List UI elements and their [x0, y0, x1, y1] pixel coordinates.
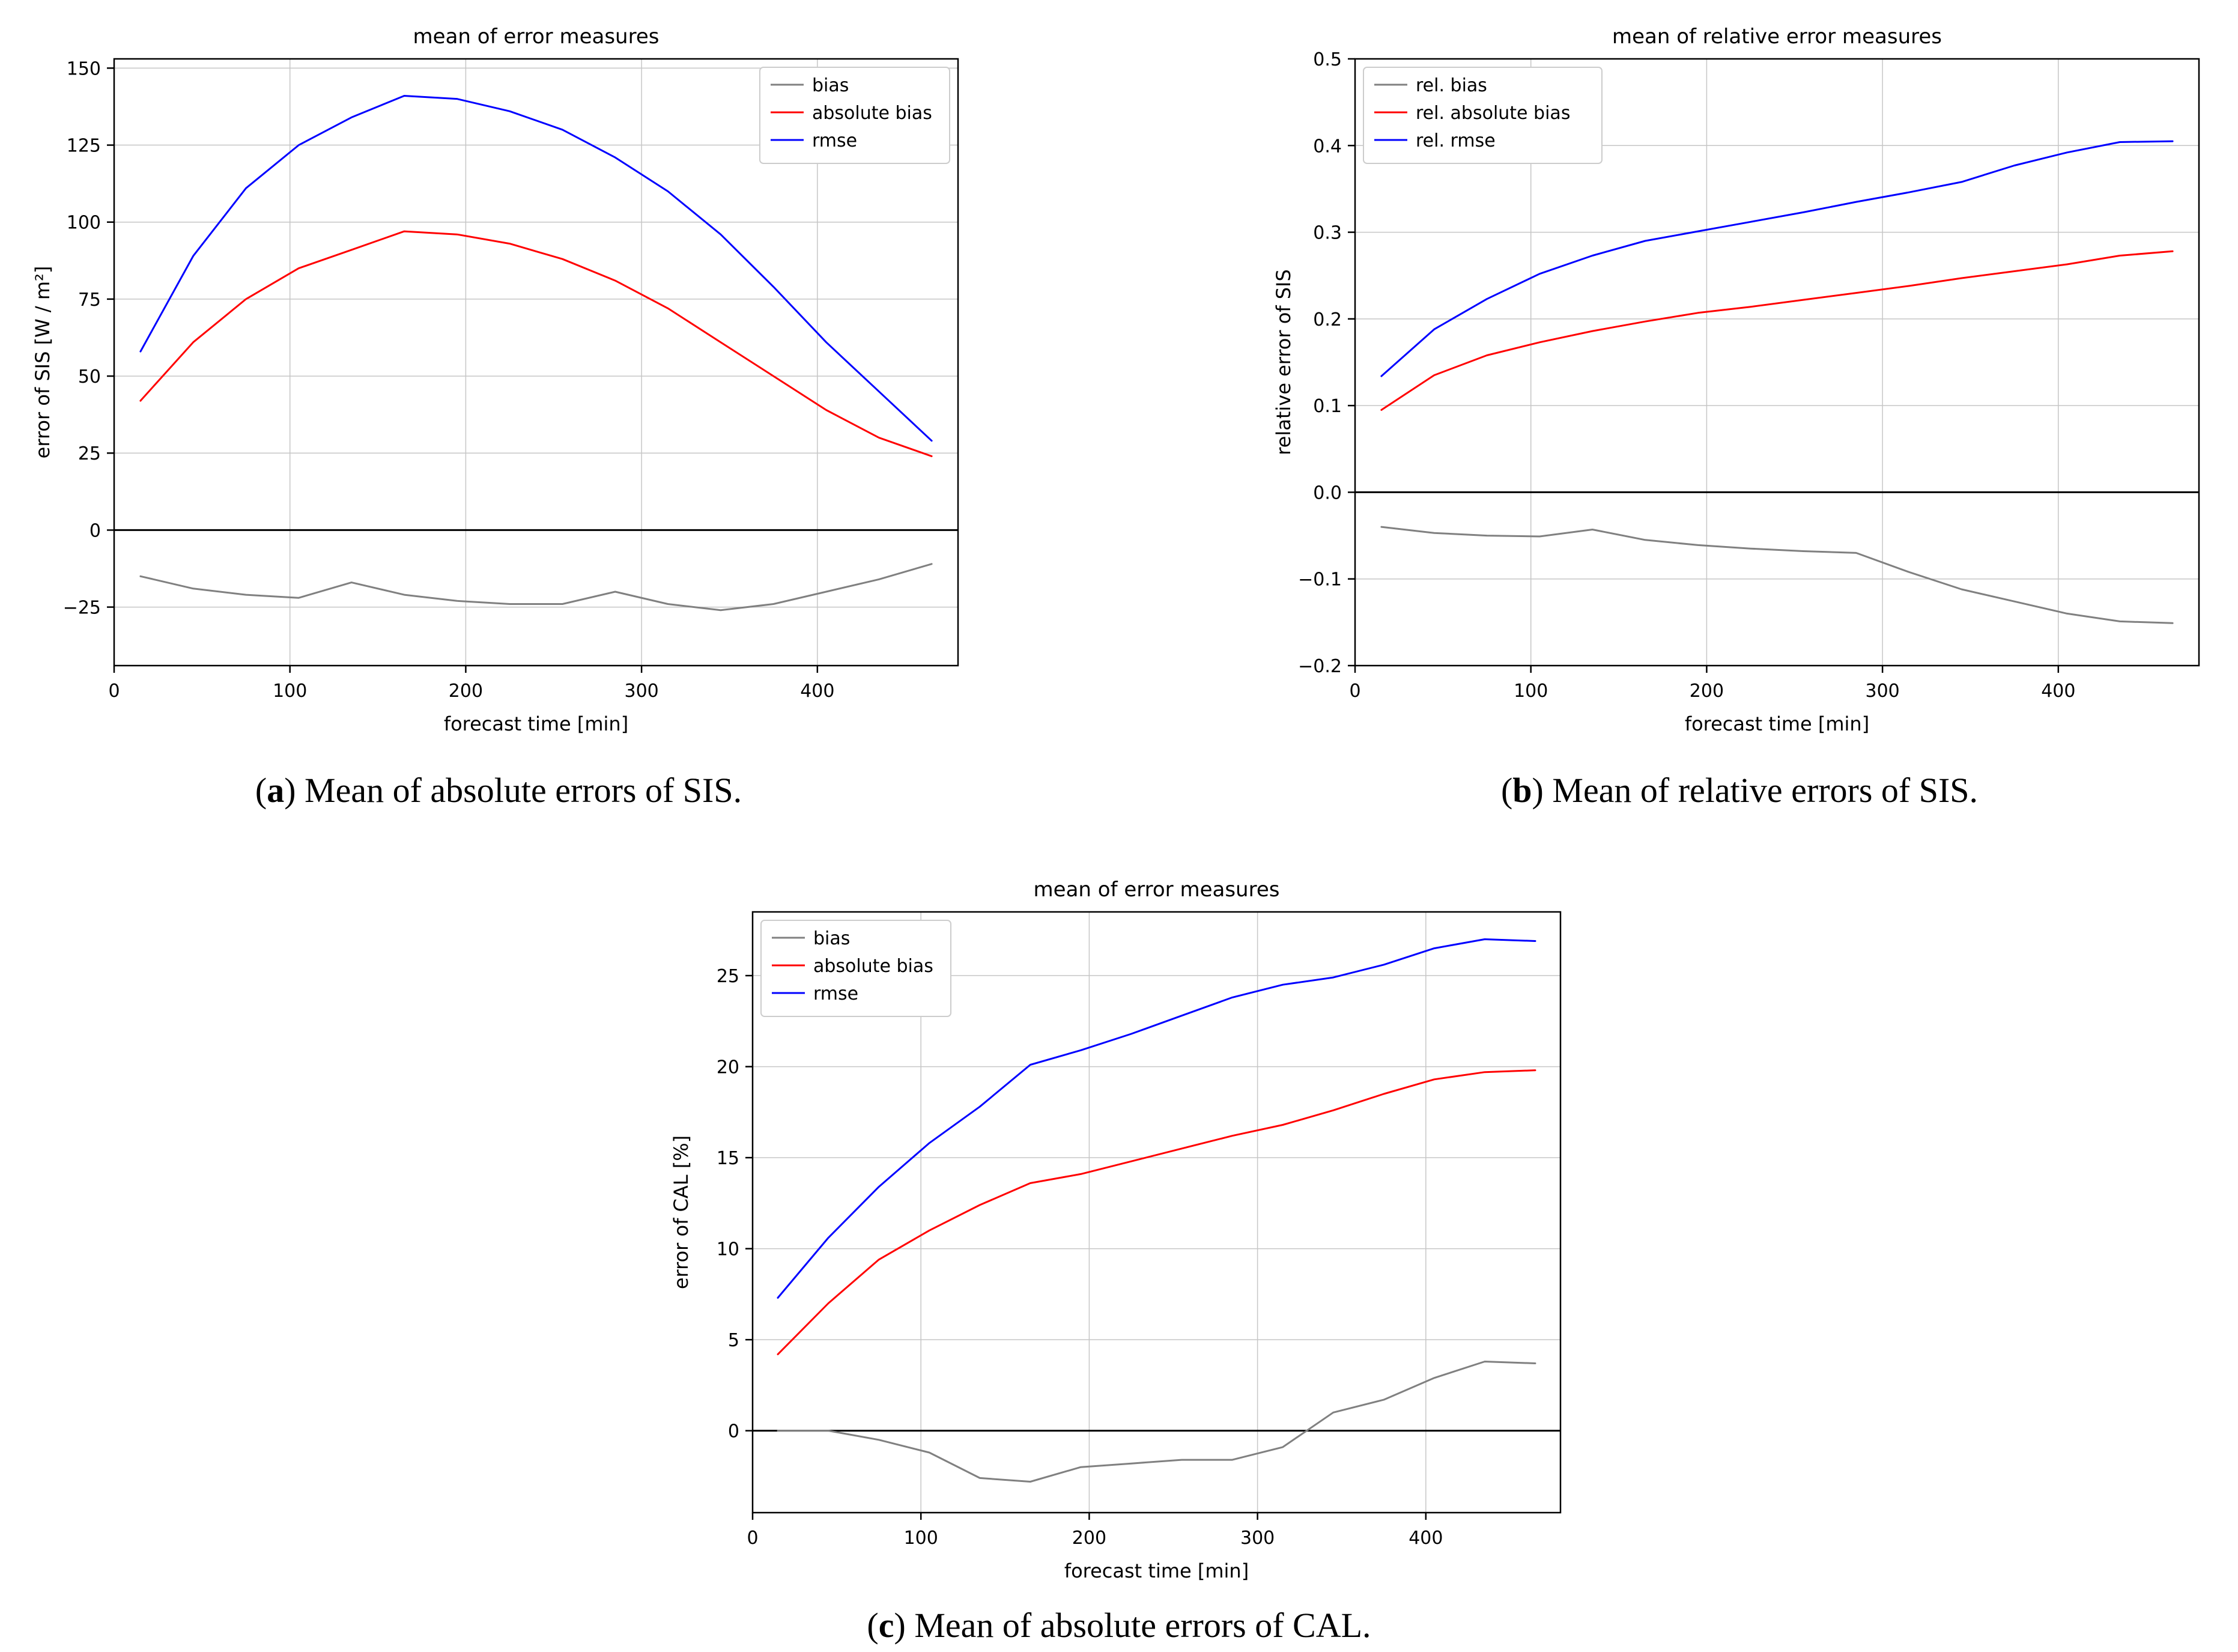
- caption-c-text: Mean of absolute errors of CAL.: [914, 1606, 1371, 1645]
- y-tick-label: 0: [89, 520, 101, 541]
- legend-label-rmse: rmse: [812, 130, 857, 151]
- series-line-rel-bias: [1380, 526, 2174, 624]
- caption-b-text: Mean of relative errors of SIS.: [1552, 771, 1979, 810]
- y-tick-label: 15: [717, 1148, 739, 1169]
- series-line-rmse: [139, 95, 933, 442]
- x-tick-label: 0: [1349, 681, 1360, 702]
- x-axis-label: forecast time [min]: [1685, 712, 1869, 735]
- legend-label-rel-absolute-bias: rel. absolute bias: [1416, 103, 1570, 124]
- y-tick-label: 0.3: [1313, 223, 1342, 244]
- caption-a-text: Mean of absolute errors of SIS.: [305, 771, 742, 810]
- plot-frame: [1354, 58, 2200, 667]
- series-line-bias: [139, 563, 933, 612]
- y-tick-label: 0.1: [1313, 396, 1342, 417]
- legend-label-absolute-bias: absolute bias: [813, 956, 933, 977]
- y-tick-label: 0.4: [1313, 136, 1342, 157]
- x-tick-label: 0: [747, 1528, 758, 1549]
- x-tick-label: 300: [1865, 681, 1899, 702]
- chart-a-svg: 0 100 200 300 400 −25 0 25 50 75 100 125 150 mean of …: [31, 25, 959, 735]
- caption-c-open-paren: (: [867, 1606, 879, 1645]
- y-tick-label: 25: [717, 966, 739, 987]
- chart-title: mean of error measures: [1034, 878, 1280, 902]
- series-line-absolute-bias: [139, 230, 933, 457]
- legend-box: [760, 920, 951, 1017]
- chart-a-container: 0 100 200 300 400 −25 0 25 50 75 100 125 150 mean of …: [24, 12, 973, 757]
- y-axis-label: error of SIS [W / m²]: [31, 266, 54, 459]
- x-axis-label: forecast time [min]: [1064, 1559, 1249, 1582]
- caption-c-close-paren: ): [894, 1606, 906, 1645]
- caption-a-label: a: [267, 771, 285, 810]
- caption-a-open-paren: (: [255, 771, 267, 810]
- chart-title: mean of error measures: [413, 25, 660, 49]
- caption-b-close-paren: ): [1532, 771, 1544, 810]
- y-tick-label: −25: [63, 598, 101, 619]
- legend-label-bias: bias: [812, 75, 849, 96]
- series-line-absolute-bias: [777, 1069, 1536, 1355]
- y-axis-label: error of CAL [%]: [670, 1135, 693, 1289]
- x-tick-label: 300: [1240, 1528, 1275, 1549]
- caption-b-open-paren: (: [1500, 771, 1513, 810]
- x-tick-label: 300: [624, 681, 658, 702]
- legend: bias absolute bias rmse: [759, 67, 950, 164]
- chart-b-svg: 0 100 200 300 400 −0.2 −0.1 0.0 0.1 0.2 0.3 0.4 0.5 m…: [1272, 25, 2200, 735]
- plot-frame: [113, 58, 959, 667]
- series-line-bias: [777, 1361, 1536, 1483]
- y-tick-label: 0.2: [1313, 309, 1342, 330]
- x-tick-label: 100: [904, 1528, 938, 1549]
- y-tick-label: 20: [717, 1057, 739, 1078]
- x-tick-label: 400: [2041, 681, 2075, 702]
- legend: rel. bias rel. absolute bias rel. rmse: [1363, 67, 1603, 164]
- legend-box: [1363, 67, 1603, 164]
- caption-c: (c) Mean of absolute errors of CAL.: [663, 1605, 1575, 1645]
- legend-box: [759, 67, 950, 164]
- x-tick-label: 400: [1409, 1528, 1443, 1549]
- series-line-rel-absolute-bias: [1380, 250, 2174, 411]
- legend-label-bias: bias: [813, 928, 850, 949]
- legend-label-rmse: rmse: [813, 983, 858, 1004]
- x-tick-label: 200: [1072, 1528, 1106, 1549]
- chart-c-container: 0 100 200 300 400 0 5 10 15 20 25 mean of error mea…: [663, 865, 1575, 1604]
- chart-title: mean of relative error measures: [1612, 25, 1942, 49]
- x-tick-label: 100: [1514, 681, 1548, 702]
- legend-label-rel-bias: rel. bias: [1416, 75, 1487, 96]
- y-tick-label: 75: [78, 290, 101, 311]
- chart-b-container: 0 100 200 300 400 −0.2 −0.1 0.0 0.1 0.2 0.3 0.4 0.5 m…: [1265, 12, 2214, 757]
- y-tick-label: 50: [78, 366, 101, 387]
- caption-b-label: b: [1512, 771, 1532, 810]
- x-tick-label: 0: [108, 681, 120, 702]
- y-tick-label: 150: [67, 58, 101, 79]
- legend-label-absolute-bias: absolute bias: [812, 103, 932, 124]
- chart-c-svg: 0 100 200 300 400 0 5 10 15 20 25 mean of error mea…: [670, 878, 1562, 1582]
- y-tick-label: 100: [67, 213, 101, 234]
- y-tick-label: 0.0: [1313, 482, 1342, 503]
- series-line-rmse: [777, 938, 1536, 1299]
- y-tick-label: 5: [728, 1330, 739, 1351]
- x-axis-label: forecast time [min]: [444, 712, 628, 735]
- y-tick-label: 0: [728, 1421, 739, 1442]
- plot-frame: [751, 911, 1562, 1514]
- x-tick-label: 200: [1690, 681, 1724, 702]
- y-tick-label: −0.2: [1298, 656, 1342, 677]
- y-tick-label: 10: [717, 1239, 739, 1260]
- y-tick-label: 0.5: [1313, 49, 1342, 70]
- y-tick-label: 125: [67, 136, 101, 157]
- caption-b: (b) Mean of relative errors of SIS.: [1265, 770, 2214, 810]
- x-tick-label: 400: [800, 681, 834, 702]
- y-tick-label: 25: [78, 443, 101, 464]
- caption-a-close-paren: ): [284, 771, 296, 810]
- legend: bias absolute bias rmse: [760, 920, 951, 1017]
- x-tick-label: 200: [449, 681, 483, 702]
- series-line-rel-rmse: [1380, 140, 2174, 377]
- caption-c-label: c: [878, 1606, 894, 1645]
- x-tick-label: 100: [273, 681, 307, 702]
- y-tick-label: −0.1: [1298, 569, 1342, 591]
- caption-a: (a) Mean of absolute errors of SIS.: [24, 770, 973, 810]
- legend-label-rel-rmse: rel. rmse: [1416, 130, 1496, 151]
- y-axis-label: relative error of SIS: [1272, 269, 1295, 455]
